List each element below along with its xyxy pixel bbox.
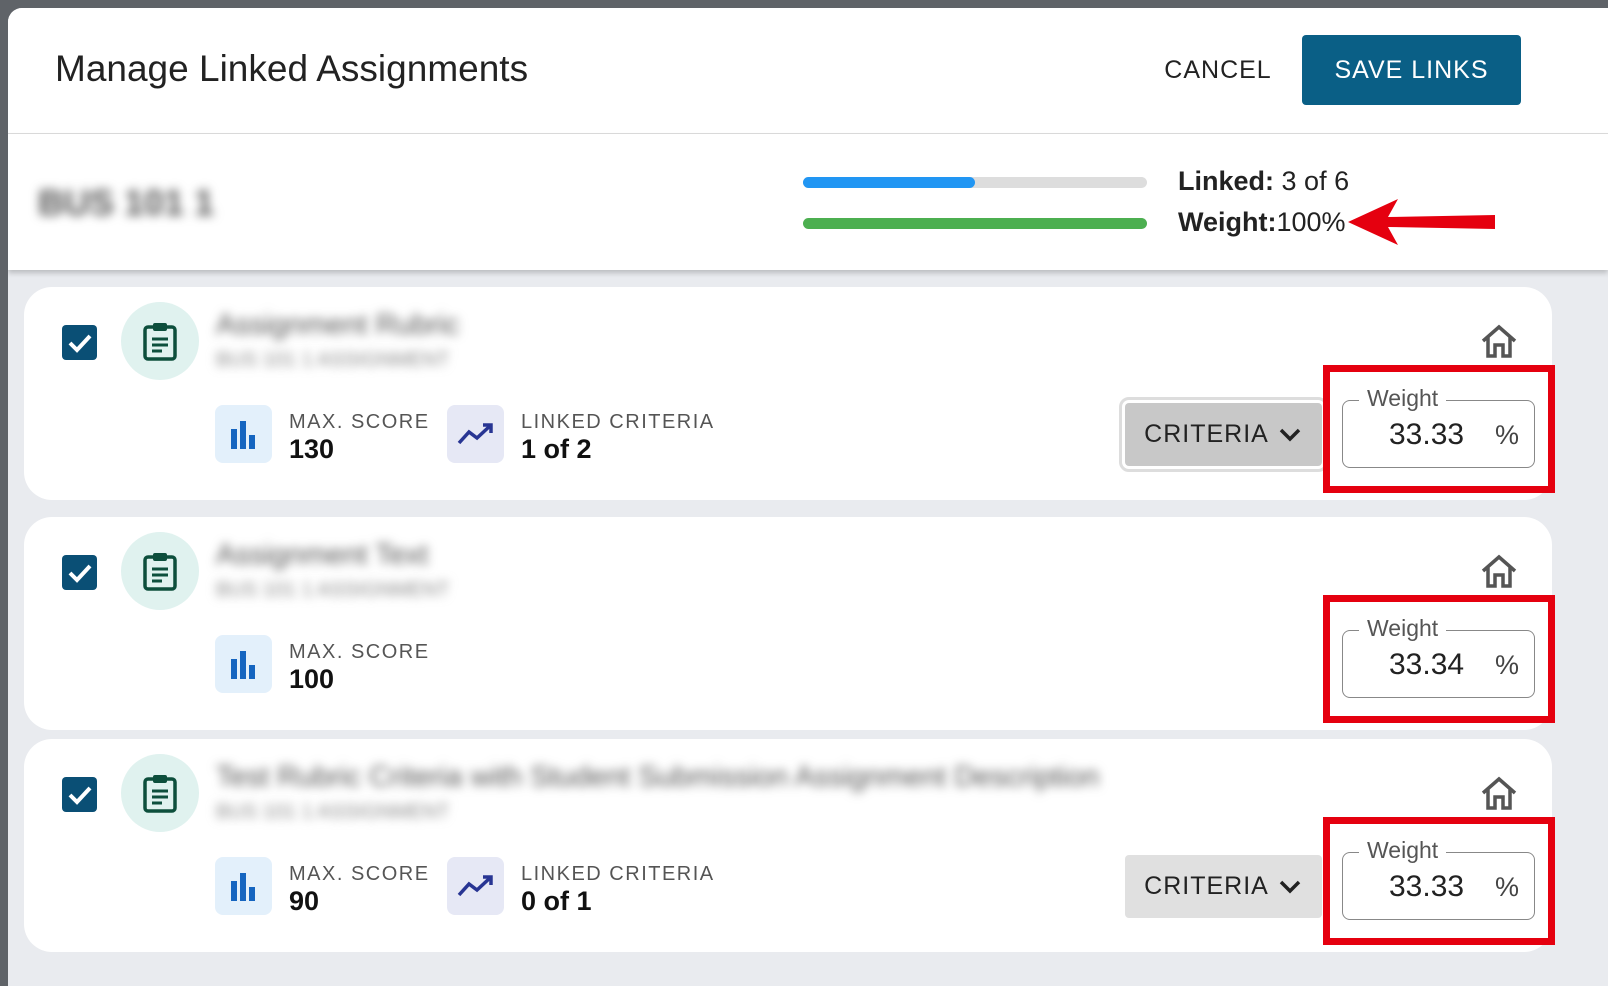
summary: BUS 101 1 Linked: 3 of 6 Weight:100%	[8, 134, 1608, 270]
criteria-button-label: CRITERIA	[1144, 420, 1269, 448]
linked-track	[803, 177, 1147, 188]
weight-field-label: Weight	[1359, 615, 1447, 642]
linked-fill	[803, 177, 975, 188]
max-score: 100	[289, 664, 335, 694]
assignment-name: Test Rubric Criteria with Student Submis…	[216, 761, 1100, 793]
checkbox[interactable]	[62, 777, 97, 812]
assignment-card: Test Rubric Criteria with Student Submis…	[24, 739, 1555, 952]
criteria-value: 1 of 2	[521, 434, 592, 464]
highlight-box	[1323, 365, 1555, 493]
weight-value: 33.33	[1389, 418, 1465, 451]
checkbox[interactable]	[62, 325, 97, 360]
assignment-subtitle: BUS 101 1 ASSIGNMENT	[216, 801, 450, 823]
assignment-subtitle: BUS 101 1 ASSIGNMENT	[216, 579, 450, 601]
highlight-box	[1323, 817, 1555, 945]
assignment-icon	[121, 302, 199, 380]
weight-input[interactable]: Weight 33.33 %	[1342, 385, 1535, 468]
weight-field-label: Weight	[1359, 837, 1447, 864]
weight-input[interactable]: Weight 33.33 %	[1342, 837, 1535, 920]
criteria-label: LINKED CRITERIA	[521, 863, 715, 885]
criteria-icon	[447, 857, 504, 915]
criteria-button-label: CRITERIA	[1144, 872, 1269, 900]
criteria-value: 0 of 1	[521, 886, 592, 916]
dialog: Manage Linked Assignments CANCEL SAVE LI…	[8, 8, 1608, 986]
weight-value: 33.34	[1389, 648, 1465, 681]
criteria-label: LINKED CRITERIA	[521, 411, 715, 433]
score-icon	[215, 405, 272, 463]
home-icon[interactable]	[1479, 323, 1519, 364]
weight-unit: %	[1495, 872, 1520, 902]
linked-value: 3 of 6	[1281, 166, 1350, 196]
home-icon[interactable]	[1479, 775, 1519, 816]
assignment-subtitle: BUS 101 1 ASSIGNMENT	[216, 349, 450, 371]
score-icon	[215, 635, 272, 693]
criteria-icon	[447, 405, 504, 463]
criteria-button[interactable]: CRITERIA	[1125, 855, 1322, 918]
assignment-card: Assignment Text BUS 101 1 ASSIGNMENT MAX…	[24, 517, 1555, 730]
weight-value: 33.33	[1389, 870, 1465, 903]
weight-value: 100%	[1276, 207, 1346, 237]
header: Manage Linked Assignments CANCEL SAVE LI…	[8, 8, 1608, 134]
assignment-name: Assignment Rubric	[216, 309, 460, 341]
max-score-label: MAX. SCORE	[289, 863, 430, 885]
assignment-card: Assignment Rubric BUS 101 1 ASSIGNMENT M…	[24, 287, 1555, 500]
max-score: 90	[289, 886, 320, 916]
max-score-label: MAX. SCORE	[289, 641, 430, 663]
weight-unit: %	[1495, 650, 1520, 680]
weight-label: Weight:	[1178, 207, 1277, 237]
home-icon[interactable]	[1479, 553, 1519, 594]
cancel-button[interactable]: CANCEL	[1164, 55, 1272, 84]
assignment-name: Assignment Text	[216, 539, 429, 571]
weight-input[interactable]: Weight 33.34 %	[1342, 615, 1535, 698]
arrow	[1348, 199, 1495, 245]
weight-unit: %	[1495, 420, 1520, 450]
save-button[interactable]: SAVE LINKS	[1302, 35, 1521, 105]
course: BUS 101 1	[38, 182, 215, 223]
max-score-label: MAX. SCORE	[289, 411, 430, 433]
criteria-button[interactable]: CRITERIA	[1119, 397, 1328, 472]
highlight-box	[1323, 595, 1555, 723]
weight-fill	[803, 218, 1147, 229]
checkbox[interactable]	[62, 555, 97, 590]
weight-field-label: Weight	[1359, 385, 1447, 412]
assignment-icon	[121, 532, 199, 610]
title: Manage Linked Assignments	[55, 48, 529, 89]
max-score: 130	[289, 434, 335, 464]
score-icon	[215, 857, 272, 915]
assignment-icon	[121, 754, 199, 832]
linked-label: Linked:	[1178, 166, 1275, 196]
